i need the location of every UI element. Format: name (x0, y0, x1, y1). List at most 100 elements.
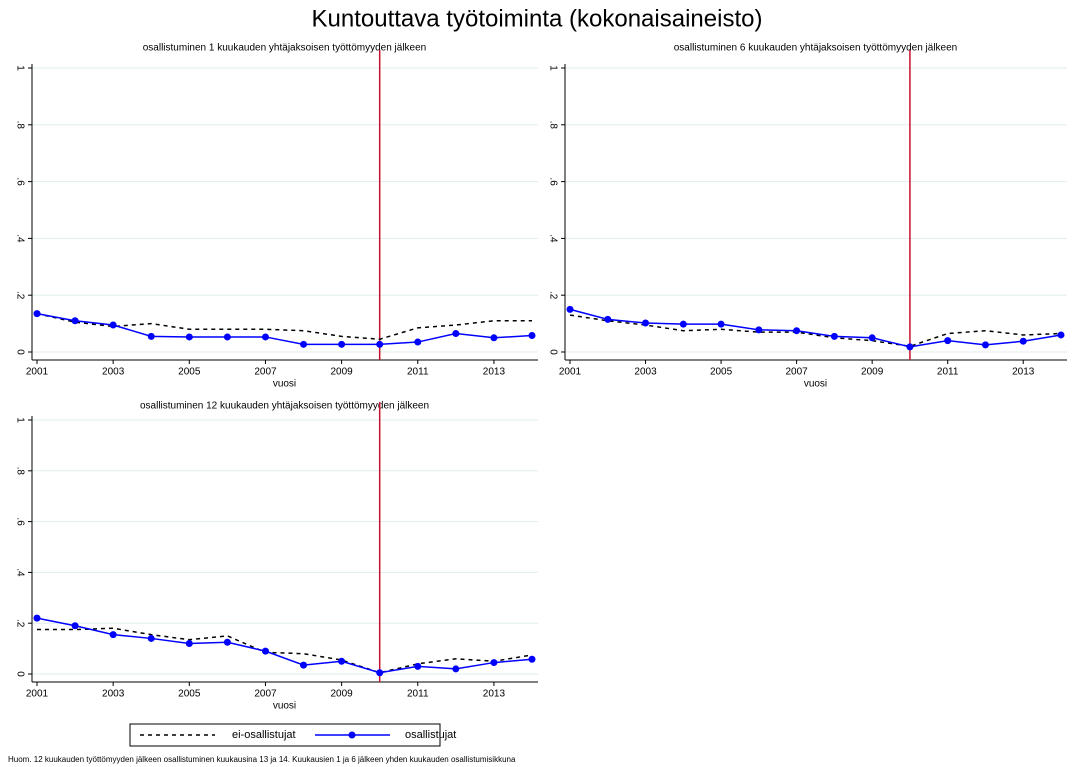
series-marker (147, 332, 155, 340)
series-marker (261, 647, 269, 655)
series-marker (414, 338, 422, 346)
series-marker (868, 334, 876, 342)
x-axis-label: vuosi (273, 379, 296, 390)
y-tick-label: 0 (14, 671, 25, 677)
series-marker (261, 333, 269, 341)
x-tick-label: 2013 (1012, 367, 1035, 378)
series-marker (604, 315, 612, 323)
series-marker (717, 320, 725, 328)
y-tick-label: 1 (14, 417, 25, 423)
y-tick-label: .2 (14, 291, 25, 300)
y-tick-label: .4 (14, 234, 25, 243)
series-marker (338, 340, 346, 348)
x-tick-label: 2011 (937, 367, 959, 378)
series-marker (679, 320, 687, 328)
x-tick-label: 2009 (330, 689, 353, 700)
y-tick-label: 0 (14, 349, 25, 355)
series-marker (147, 634, 155, 642)
series-marker (830, 332, 838, 340)
x-tick-label: 2007 (254, 689, 277, 700)
series-marker (414, 662, 422, 670)
series-marker (33, 614, 41, 622)
y-tick-label: 1 (547, 65, 558, 71)
panel-title: osallistuminen 6 kuukauden yhtäjaksoisen… (674, 43, 958, 54)
series-marker (452, 665, 460, 673)
x-tick-label: 2005 (178, 689, 201, 700)
series-marker (33, 310, 41, 318)
y-tick-label: 0 (547, 349, 558, 355)
series-marker (490, 659, 498, 667)
x-tick-label: 2001 (559, 367, 582, 378)
series-marker (223, 333, 231, 341)
series-marker (755, 326, 763, 334)
series-marker (528, 332, 536, 340)
legend-marker (348, 731, 356, 739)
x-tick-label: 2013 (483, 367, 506, 378)
y-tick-label: .8 (14, 467, 25, 476)
series-marker (71, 622, 79, 630)
x-tick-label: 2005 (178, 367, 201, 378)
y-tick-label: .2 (14, 619, 25, 628)
series-marker (1057, 331, 1065, 339)
x-tick-label: 2009 (861, 367, 884, 378)
series-marker (490, 334, 498, 342)
x-axis-label: vuosi (804, 379, 827, 390)
x-tick-label: 2007 (254, 367, 277, 378)
x-tick-label: 2005 (710, 367, 733, 378)
series-marker (185, 333, 193, 341)
series-line (36, 312, 533, 346)
x-tick-label: 2003 (634, 367, 657, 378)
series-marker (338, 657, 346, 665)
y-tick-label: 1 (14, 65, 25, 71)
series-marker (300, 661, 308, 669)
y-tick-label: .8 (547, 121, 558, 130)
y-tick-label: .2 (547, 291, 558, 300)
series-line (569, 314, 1062, 348)
x-tick-label: 2011 (407, 689, 429, 700)
series-line (36, 617, 533, 674)
panel-title: osallistuminen 12 kuukauden yhtäjaksoise… (140, 401, 429, 412)
series-marker (452, 330, 460, 338)
x-tick-label: 2003 (102, 689, 125, 700)
series-marker (981, 341, 989, 349)
y-tick-label: .4 (547, 234, 558, 243)
legend-label: osallistujat (405, 729, 456, 741)
series-marker (793, 327, 801, 335)
legend-label: ei-osallistujat (232, 729, 296, 741)
series-marker (109, 321, 117, 329)
series-line (569, 308, 1062, 348)
y-tick-label: .4 (14, 568, 25, 577)
series-marker (376, 669, 384, 677)
series-marker (376, 340, 384, 348)
x-tick-label: 2001 (26, 689, 49, 700)
y-tick-label: .6 (14, 517, 25, 526)
series-marker (1019, 337, 1027, 345)
x-tick-label: 2009 (330, 367, 353, 378)
series-marker (566, 305, 574, 313)
x-axis-label: vuosi (273, 701, 296, 712)
legend-box (129, 723, 441, 747)
series-marker (71, 317, 79, 325)
series-marker (300, 340, 308, 348)
y-tick-label: .6 (14, 177, 25, 186)
y-tick-label: .8 (14, 121, 25, 130)
x-tick-label: 2013 (483, 689, 506, 700)
x-tick-label: 2011 (407, 367, 429, 378)
series-line (37, 627, 533, 674)
series-line (36, 312, 532, 340)
series-marker (642, 319, 650, 327)
series-marker (223, 638, 231, 646)
x-tick-label: 2003 (102, 367, 125, 378)
x-tick-label: 2001 (26, 367, 49, 378)
series-marker (944, 337, 952, 345)
series-marker (906, 343, 914, 351)
x-tick-label: 2007 (785, 367, 808, 378)
series-marker (528, 655, 536, 663)
series-marker (185, 640, 193, 648)
y-tick-label: .6 (547, 177, 558, 186)
series-marker (109, 631, 117, 639)
panel-title: osallistuminen 1 kuukauden yhtäjaksoisen… (143, 43, 427, 54)
footnote: Huom. 12 kuukauden työttömyyden jälkeen … (8, 755, 516, 764)
figure-title: Kuntouttava työtoiminta (kokonaisaineist… (312, 5, 763, 32)
